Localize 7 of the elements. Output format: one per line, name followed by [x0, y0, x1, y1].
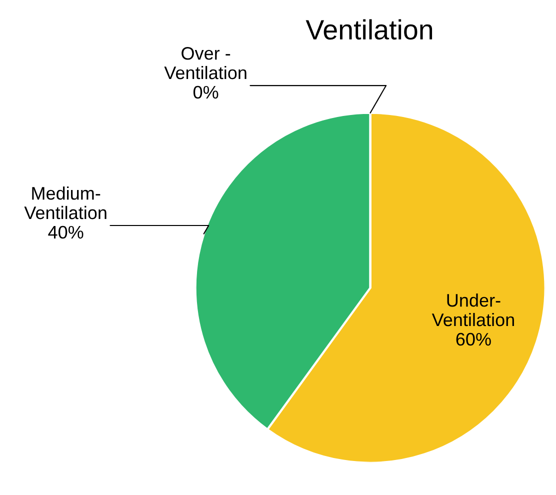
slice-label: Medium-Ventilation — [24, 186, 106, 220]
text: 0% — [193, 86, 218, 99]
chart-title: Ventilation — [306, 19, 432, 40]
slice-label: Under-Ventilation — [432, 294, 514, 326]
data-label: 60% — [456, 332, 491, 346]
category-label: Over -Ventilation — [164, 46, 246, 80]
data-label: 40% — [48, 226, 84, 239]
